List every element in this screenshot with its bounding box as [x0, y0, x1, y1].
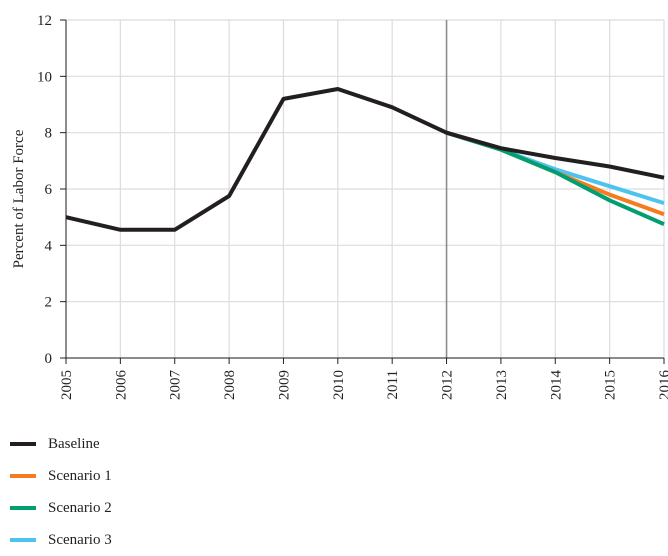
legend-label: Scenario 2 [48, 499, 112, 516]
y-tick-label: 2 [45, 295, 53, 311]
x-tick-label: 2009 [276, 370, 292, 400]
x-tick-label: 2011 [385, 370, 401, 399]
y-tick-label: 6 [45, 182, 53, 198]
x-tick-label: 2008 [222, 370, 238, 400]
x-tick-label: 2014 [548, 370, 564, 401]
tick-labels: 0 2 4 6 8 10 12 2005 2006 2007 2008 2009 2010 2011 201… [37, 13, 668, 400]
legend-item-scenario-2: Scenario 2 [10, 492, 112, 524]
y-tick-label: 12 [37, 13, 52, 29]
axes [60, 19, 665, 364]
legend-swatch [10, 474, 36, 478]
legend-item-scenario-3: Scenario 3 [10, 524, 112, 556]
x-tick-label: 2016 [657, 370, 668, 401]
legend-item-baseline: Baseline [10, 428, 112, 460]
legend-label: Baseline [48, 435, 100, 452]
grid-lines [65, 19, 665, 359]
x-tick-label: 2010 [331, 370, 347, 400]
x-tick-label: 2012 [440, 370, 456, 400]
x-tick-label: 2015 [603, 370, 619, 400]
x-tick-label: 2006 [113, 370, 129, 401]
y-tick-label: 10 [37, 69, 52, 85]
y-tick-label: 0 [45, 351, 53, 367]
legend-swatch [10, 442, 36, 446]
y-tick-label: 8 [45, 126, 53, 142]
x-tick-label: 2005 [59, 370, 75, 400]
legend-label: Scenario 1 [48, 467, 112, 484]
legend-item-scenario-1: Scenario 1 [10, 460, 112, 492]
y-tick-label: 4 [45, 238, 53, 254]
y-axis-title: Percent of Labor Force [11, 129, 27, 268]
legend-label: Scenario 3 [48, 531, 112, 548]
unemployment-line-chart: 0 2 4 6 8 10 12 2005 2006 2007 2008 2009 2010 2011 201… [11, 13, 668, 400]
legend-swatch [10, 538, 36, 542]
series-line-baseline [65, 87, 665, 232]
x-tick-label: 2013 [494, 370, 510, 400]
chart-legend: Baseline Scenario 1 Scenario 2 Scenario 3 [10, 428, 112, 556]
x-tick-label: 2007 [168, 370, 184, 401]
legend-swatch [10, 506, 36, 510]
series-lines [65, 87, 665, 232]
